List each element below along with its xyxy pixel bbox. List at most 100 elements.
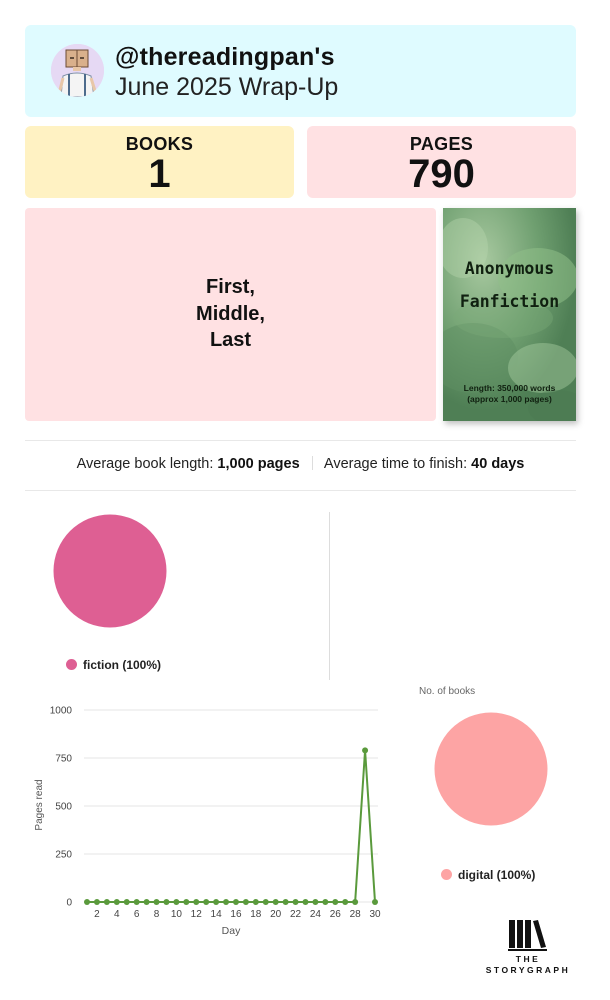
format-chart-caption: No. of books <box>419 686 476 697</box>
y-tick-label: 1000 <box>50 706 73 717</box>
avatar[interactable] <box>51 44 104 97</box>
data-point-day-12[interactable] <box>193 899 200 905</box>
data-point-day-9[interactable] <box>163 899 170 905</box>
format-pie-chart[interactable] <box>433 711 549 827</box>
data-point-day-23[interactable] <box>302 899 309 905</box>
pie-slice-fiction[interactable] <box>53 514 167 628</box>
books-value: 1 <box>148 152 171 196</box>
x-tick-label: 26 <box>330 909 342 920</box>
x-tick-label: 2 <box>94 909 100 920</box>
books-stat-card: BOOKS 1 <box>25 126 294 198</box>
avg-length-label: Average book length: <box>76 456 214 472</box>
data-point-day-29[interactable] <box>362 747 369 754</box>
pages-label: PAGES <box>409 134 474 154</box>
grid-lines <box>84 709 378 903</box>
x-axis-ticks: 2 4 6 8 10 12 14 16 18 20 22 24 26 28 30 <box>94 909 381 920</box>
data-points <box>84 747 378 905</box>
data-point-day-5[interactable] <box>123 899 130 905</box>
data-point-day-3[interactable] <box>103 899 110 905</box>
data-point-day-15[interactable] <box>223 899 230 905</box>
x-tick-label: 8 <box>154 909 160 920</box>
data-point-day-1[interactable] <box>84 899 90 905</box>
avatar-illustration-icon <box>51 44 104 97</box>
x-tick-label: 14 <box>211 909 223 920</box>
header-banner: @thereadingpan's June 2025 Wrap-Up <box>25 25 576 117</box>
genre-pie-chart[interactable] <box>52 513 168 629</box>
pie-slice-digital[interactable] <box>434 712 548 826</box>
y-axis-label: Pages read <box>34 779 45 830</box>
logo-line-the: THE <box>515 954 541 964</box>
x-tick-label: 24 <box>310 909 322 920</box>
pages-stat-card: PAGES 790 <box>307 126 576 198</box>
x-tick-label: 12 <box>191 909 203 920</box>
y-tick-label: 750 <box>55 754 72 765</box>
x-tick-label: 30 <box>369 909 381 920</box>
data-point-day-27[interactable] <box>342 899 349 905</box>
y-tick-label: 500 <box>55 802 72 813</box>
data-point-day-22[interactable] <box>292 899 299 905</box>
book-title-panel[interactable]: First, Middle, Last <box>25 208 436 421</box>
data-point-day-2[interactable] <box>93 899 100 905</box>
cover-length-info: Length: 350,000 words (approx 1,000 page… <box>443 383 576 405</box>
data-point-day-4[interactable] <box>113 899 120 905</box>
averages-row: Average book length: 1,000 pages Average… <box>25 456 576 472</box>
x-tick-label: 4 <box>114 909 120 920</box>
averages-separator <box>311 456 313 470</box>
logo-line-storygraph: STORYGRAPH <box>485 965 571 975</box>
vertical-divider <box>329 512 330 680</box>
data-point-day-21[interactable] <box>282 899 289 905</box>
data-point-day-7[interactable] <box>143 899 150 905</box>
data-point-day-6[interactable] <box>133 899 140 905</box>
data-point-day-26[interactable] <box>332 899 339 905</box>
divider-bottom <box>25 490 576 491</box>
pages-value: 790 <box>408 152 475 196</box>
x-tick-label: 22 <box>290 909 302 920</box>
pages-read-series-line <box>87 750 376 903</box>
data-point-day-8[interactable] <box>153 899 160 905</box>
fiction-legend-dot <box>66 659 77 670</box>
data-point-day-24[interactable] <box>312 899 319 905</box>
y-tick-label: 250 <box>55 850 72 861</box>
x-axis-label: Day <box>222 925 241 937</box>
data-point-day-11[interactable] <box>183 899 190 905</box>
avg-length-value: 1,000 pages <box>217 456 300 472</box>
digital-legend-dot <box>441 869 452 880</box>
x-tick-label: 28 <box>350 909 362 920</box>
data-point-day-25[interactable] <box>322 899 329 905</box>
data-point-day-28[interactable] <box>352 899 359 905</box>
wrap-up-title: June 2025 Wrap-Up <box>115 73 339 101</box>
storygraph-logo[interactable]: THE STORYGRAPH <box>480 918 576 978</box>
genre-legend: fiction (100%) <box>66 658 161 672</box>
x-tick-label: 6 <box>134 909 140 920</box>
x-tick-label: 18 <box>250 909 262 920</box>
data-point-day-30[interactable] <box>372 899 378 905</box>
book-title: First, Middle, Last <box>196 276 265 351</box>
data-point-day-10[interactable] <box>173 899 180 905</box>
y-axis-ticks: 0 250 500 750 1000 <box>50 706 73 909</box>
format-legend: digital (100%) <box>441 868 535 882</box>
watercolor-texture-icon <box>443 208 576 421</box>
storygraph-books-icon <box>508 920 547 951</box>
data-point-day-20[interactable] <box>272 899 279 905</box>
data-point-day-14[interactable] <box>213 899 220 905</box>
cover-title: Anonymous Fanfiction <box>459 259 560 311</box>
y-tick-label: 0 <box>66 898 72 909</box>
user-handle: @thereadingpan's <box>115 43 335 71</box>
data-point-day-13[interactable] <box>203 899 210 905</box>
data-point-day-16[interactable] <box>232 899 239 905</box>
data-point-day-17[interactable] <box>242 899 249 905</box>
storygraph-wordmark: THE STORYGRAPH <box>480 954 576 976</box>
fiction-legend-label: fiction (100%) <box>83 658 162 672</box>
avg-time-label: Average time to finish: <box>323 456 468 472</box>
x-tick-label: 20 <box>270 909 282 920</box>
data-point-day-19[interactable] <box>262 899 269 905</box>
avg-time-value: 40 days <box>471 456 525 472</box>
book-cover[interactable]: Anonymous Fanfiction Length: 350,000 wor… <box>443 208 576 421</box>
divider-top <box>25 440 576 441</box>
x-tick-label: 16 <box>230 909 242 920</box>
cover-length-words: Length: 350,000 words <box>463 383 556 393</box>
books-label: BOOKS <box>125 134 194 154</box>
data-point-day-18[interactable] <box>252 899 259 905</box>
digital-legend-label: digital (100%) <box>458 868 536 882</box>
